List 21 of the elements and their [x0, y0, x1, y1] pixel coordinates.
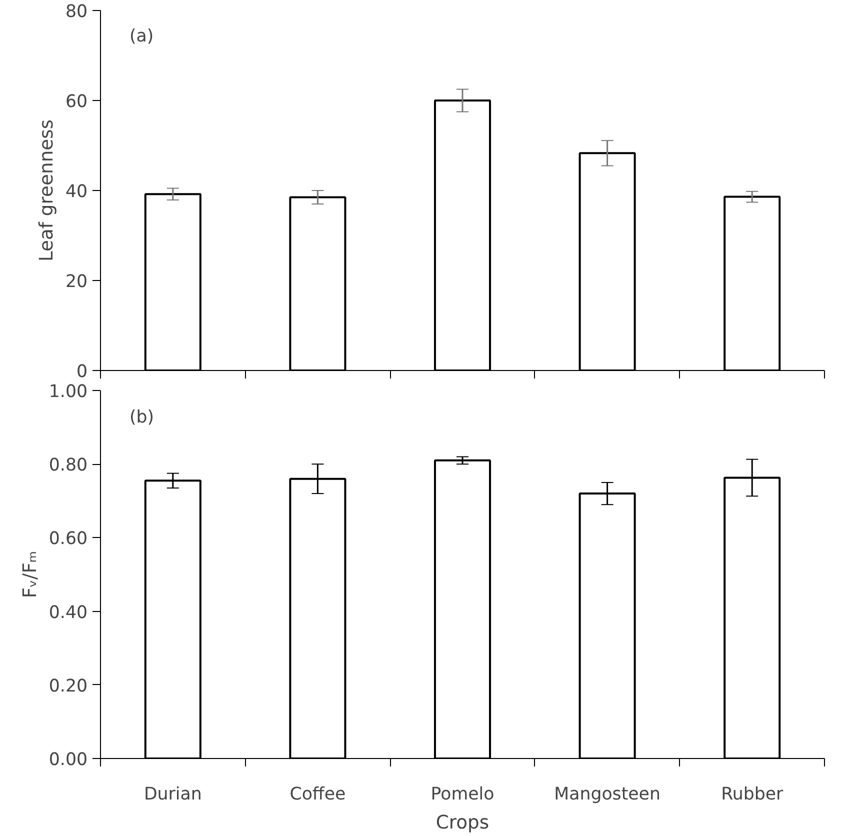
- y-tick-label: 0.20: [48, 676, 88, 696]
- x-tick-label: Durian: [144, 784, 202, 804]
- y-tick-label: 0.40: [48, 602, 88, 623]
- y-axis-title: Leaf greenness: [36, 119, 58, 262]
- x-axis-title: Crops: [436, 812, 490, 834]
- x-tick-label: Coffee: [290, 784, 346, 804]
- y-tick-label: 0.60: [48, 529, 88, 550]
- y-tick-label: 20: [65, 272, 88, 292]
- y-tick-label: 60: [65, 92, 88, 112]
- y-axis-title: Fᵥ/Fₘ: [20, 550, 41, 598]
- y-tick-label: 0.00: [48, 750, 88, 770]
- y-tick-label: 40: [65, 182, 88, 202]
- y-tick-label: 0.80: [48, 456, 88, 476]
- x-tick-label: Rubber: [721, 784, 784, 804]
- y-tick-label: 0: [76, 362, 88, 382]
- y-tick-label: 80: [65, 2, 88, 22]
- x-tick-label: Pomelo: [430, 784, 494, 804]
- x-tick-label: Mangosteen: [554, 784, 660, 804]
- annotation: (b): [129, 407, 154, 428]
- annotation: (a): [129, 26, 154, 46]
- y-tick-label: 1.00: [48, 382, 88, 402]
